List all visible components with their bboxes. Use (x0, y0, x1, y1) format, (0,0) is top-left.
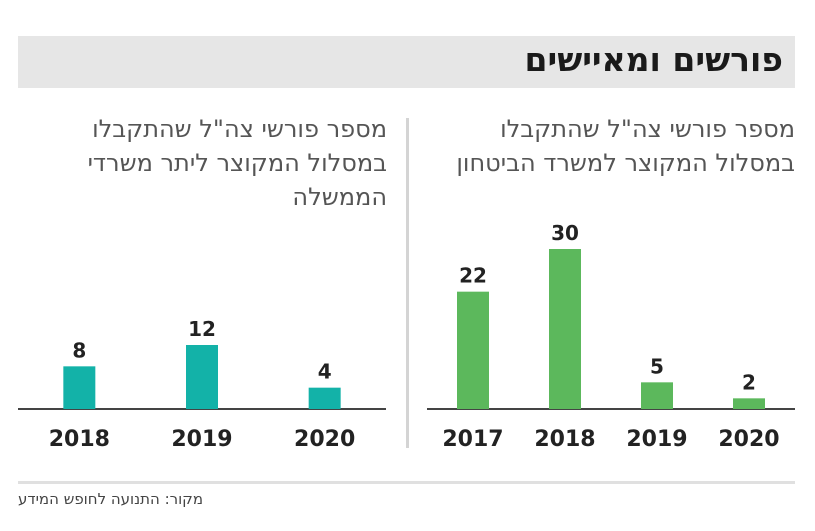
source-note: מקור: התנועה לחופש המידע (18, 490, 204, 508)
defense-ministry-bar-chart: 22 2017 30 2018 5 2019 2 2020 (427, 221, 795, 452)
defense-bar-2020 (733, 398, 765, 409)
defense-value-label-2019: 5 (650, 354, 664, 378)
defense-bar-2018 (549, 249, 581, 409)
other-ministries-bar-chart: 8 2018 12 2019 4 2020 (18, 317, 386, 452)
ministries-value-label-2020: 4 (318, 360, 332, 384)
defense-tick-label-2017: 2017 (442, 427, 503, 452)
defense-value-label-2018: 30 (551, 221, 579, 245)
ministries-bar-2018 (63, 366, 96, 409)
panel-divider (406, 118, 409, 448)
ministries-bar-2019 (186, 345, 218, 409)
ministries-bar-2020 (308, 387, 341, 409)
page-title: פורשים ומאיישים (524, 40, 784, 79)
defense-bar-2017 (457, 291, 489, 409)
title-band: פורשים ומאיישים (18, 36, 795, 88)
ministries-tick-label-2018: 2018 (49, 427, 110, 452)
defense-value-label-2017: 22 (459, 264, 487, 288)
defense-bar-2019 (641, 382, 673, 409)
ministries-tick-label-2020: 2020 (294, 427, 355, 452)
defense-tick-label-2018: 2018 (534, 427, 595, 452)
defense-value-label-2020: 2 (742, 370, 756, 394)
footer-divider (18, 481, 795, 484)
defense-tick-label-2019: 2019 (626, 427, 687, 452)
defense-chart-title: מספר פורשי צה"ל שהתקבלו במסלול המקוצר למ… (456, 115, 795, 177)
ministries-value-label-2019: 12 (188, 317, 216, 341)
ministries-tick-label-2019: 2019 (171, 427, 232, 452)
ministries-chart-title: מספר פורשי צה"ל שהתקבלו במסלול המקוצר לי… (87, 115, 387, 211)
ministries-value-label-2018: 8 (72, 338, 86, 362)
defense-tick-label-2020: 2020 (718, 427, 779, 452)
